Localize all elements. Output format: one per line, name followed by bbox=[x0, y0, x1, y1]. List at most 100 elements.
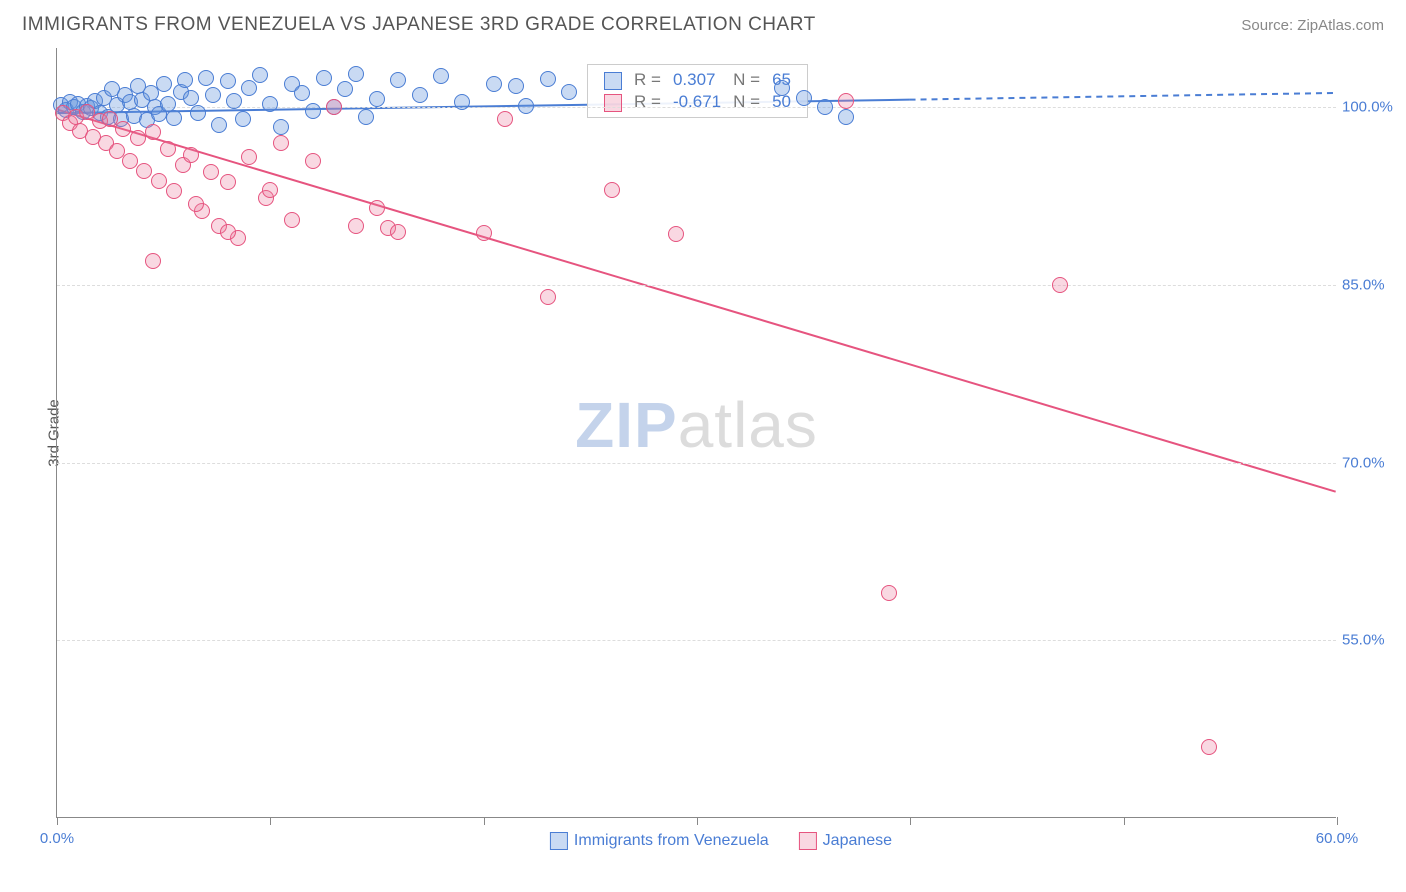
scatter-point bbox=[1052, 277, 1068, 293]
legend-swatch bbox=[550, 832, 568, 850]
y-tick-label: 70.0% bbox=[1342, 454, 1394, 471]
source-prefix: Source: bbox=[1241, 17, 1297, 34]
x-tick bbox=[1337, 817, 1338, 825]
scatter-point bbox=[145, 253, 161, 269]
stat-r-label: R = bbox=[628, 91, 667, 113]
scatter-point bbox=[540, 289, 556, 305]
scatter-point bbox=[136, 163, 152, 179]
scatter-point bbox=[412, 87, 428, 103]
y-tick-label: 100.0% bbox=[1342, 99, 1394, 116]
scatter-point bbox=[145, 124, 161, 140]
gridline bbox=[57, 640, 1336, 641]
series-legend: Immigrants from Venezuela Japanese bbox=[550, 832, 892, 850]
x-tick-label: 60.0% bbox=[1316, 830, 1359, 847]
x-tick bbox=[910, 817, 911, 825]
trend-line bbox=[57, 110, 1335, 492]
stat-n-label: N = bbox=[727, 69, 766, 91]
x-tick-label: 0.0% bbox=[40, 830, 74, 847]
scatter-point bbox=[220, 174, 236, 190]
y-tick-label: 85.0% bbox=[1342, 276, 1394, 293]
scatter-point bbox=[668, 226, 684, 242]
scatter-point bbox=[130, 130, 146, 146]
scatter-point bbox=[508, 78, 524, 94]
scatter-point bbox=[241, 149, 257, 165]
scatter-point bbox=[273, 135, 289, 151]
scatter-point bbox=[369, 91, 385, 107]
scatter-point bbox=[838, 109, 854, 125]
scatter-point bbox=[166, 110, 182, 126]
scatter-point bbox=[305, 153, 321, 169]
scatter-point bbox=[122, 153, 138, 169]
watermark: ZIPatlas bbox=[575, 388, 818, 462]
gridline bbox=[57, 285, 1336, 286]
scatter-point bbox=[1201, 739, 1217, 755]
scatter-point bbox=[540, 71, 556, 87]
correlation-chart: 3rd Grade ZIPatlas R =0.307N =65R =-0.67… bbox=[56, 48, 1386, 818]
scatter-point bbox=[817, 99, 833, 115]
scatter-point bbox=[348, 218, 364, 234]
y-tick-label: 55.0% bbox=[1342, 632, 1394, 649]
x-tick bbox=[57, 817, 58, 825]
source-attribution: Source: ZipAtlas.com bbox=[1241, 17, 1384, 34]
scatter-point bbox=[369, 200, 385, 216]
page-title: IMMIGRANTS FROM VENEZUELA VS JAPANESE 3R… bbox=[22, 14, 816, 36]
stat-r-label: R = bbox=[628, 69, 667, 91]
legend-label: Japanese bbox=[823, 832, 892, 850]
scatter-point bbox=[316, 70, 332, 86]
scatter-point bbox=[284, 212, 300, 228]
scatter-point bbox=[220, 73, 236, 89]
scatter-point bbox=[390, 224, 406, 240]
stat-n-label: N = bbox=[727, 91, 766, 113]
scatter-point bbox=[273, 119, 289, 135]
scatter-point bbox=[433, 68, 449, 84]
scatter-point bbox=[241, 80, 257, 96]
scatter-point bbox=[198, 70, 214, 86]
gridline bbox=[57, 463, 1336, 464]
watermark-zip: ZIP bbox=[575, 389, 678, 461]
legend-item: Japanese bbox=[799, 832, 892, 850]
legend-swatch bbox=[799, 832, 817, 850]
scatter-point bbox=[156, 76, 172, 92]
scatter-point bbox=[160, 141, 176, 157]
scatter-point bbox=[177, 72, 193, 88]
scatter-point bbox=[326, 99, 342, 115]
scatter-point bbox=[454, 94, 470, 110]
legend-swatch bbox=[604, 72, 622, 90]
scatter-point bbox=[337, 81, 353, 97]
gridline bbox=[57, 107, 1336, 108]
scatter-point bbox=[518, 98, 534, 114]
x-tick bbox=[697, 817, 698, 825]
source-name: ZipAtlas.com bbox=[1297, 17, 1384, 34]
trend-line-dashed bbox=[910, 93, 1336, 100]
x-tick bbox=[1124, 817, 1125, 825]
scatter-point bbox=[305, 103, 321, 119]
scatter-point bbox=[115, 121, 131, 137]
scatter-point bbox=[205, 87, 221, 103]
scatter-point bbox=[188, 196, 204, 212]
stats-legend-row: R =0.307N =65 bbox=[598, 69, 797, 91]
watermark-atlas: atlas bbox=[678, 389, 818, 461]
plot-area: ZIPatlas R =0.307N =65R =-0.671N =50 55.… bbox=[56, 48, 1336, 818]
scatter-point bbox=[151, 173, 167, 189]
legend-swatch bbox=[604, 94, 622, 112]
scatter-point bbox=[252, 67, 268, 83]
scatter-point bbox=[235, 111, 251, 127]
stats-legend-row: R =-0.671N =50 bbox=[598, 91, 797, 113]
scatter-point bbox=[774, 80, 790, 96]
scatter-point bbox=[348, 66, 364, 82]
x-tick bbox=[270, 817, 271, 825]
scatter-point bbox=[220, 224, 236, 240]
scatter-point bbox=[796, 90, 812, 106]
scatter-point bbox=[166, 183, 182, 199]
stat-r-value: -0.671 bbox=[667, 91, 727, 113]
scatter-point bbox=[881, 585, 897, 601]
scatter-point bbox=[486, 76, 502, 92]
legend-item: Immigrants from Venezuela bbox=[550, 832, 769, 850]
scatter-point bbox=[604, 182, 620, 198]
scatter-point bbox=[203, 164, 219, 180]
scatter-point bbox=[262, 182, 278, 198]
legend-label: Immigrants from Venezuela bbox=[574, 832, 769, 850]
scatter-point bbox=[476, 225, 492, 241]
scatter-point bbox=[838, 93, 854, 109]
scatter-point bbox=[294, 85, 310, 101]
